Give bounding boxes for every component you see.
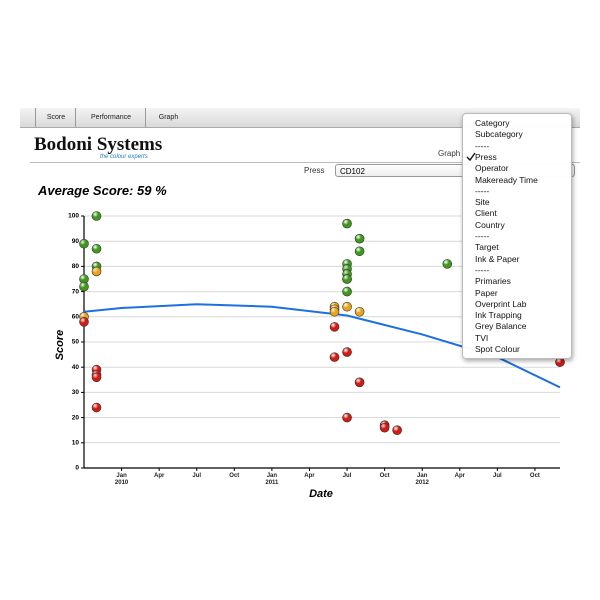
data-point: [91, 372, 102, 383]
data-point: [354, 246, 365, 257]
y-tick-label: 90: [72, 238, 80, 245]
press-label: Press: [304, 166, 325, 175]
menu-item[interactable]: -----: [475, 185, 490, 196]
menu-item[interactable]: Target: [475, 242, 499, 253]
menu-item[interactable]: Ink & Paper: [475, 253, 520, 264]
graph-label: Graph: [438, 149, 461, 158]
data-point: [79, 317, 89, 327]
y-tick-label: 20: [72, 414, 80, 421]
menu-item[interactable]: Site: [475, 197, 490, 208]
x-tick-label: Jul: [493, 473, 502, 479]
data-point: [354, 377, 365, 388]
tab[interactable]: Score: [35, 108, 76, 127]
tab[interactable]: Performance: [75, 108, 146, 127]
data-point: [392, 425, 402, 436]
data-point: [342, 286, 352, 297]
x-tick-label: Apr: [454, 473, 465, 479]
data-point: [555, 357, 565, 367]
data-point: [329, 322, 340, 332]
tab-bar: Score Performance Graph: [20, 108, 580, 128]
y-tick-label: 100: [68, 213, 79, 220]
x-tick-label: Oct: [529, 473, 540, 479]
data-point: [91, 243, 102, 254]
x-tick-label: Jan 2012: [415, 473, 429, 486]
y-tick-label: 0: [75, 465, 79, 472]
x-tick-label: Jul: [192, 473, 202, 479]
chart-title: Average Score: 59 %: [38, 183, 167, 198]
menu-item[interactable]: Operator: [475, 163, 509, 174]
tab[interactable]: Graph: [145, 108, 191, 127]
x-tick-label: Apr: [304, 473, 315, 479]
data-point: [91, 211, 102, 221]
logo: Bodoni Systems: [34, 134, 163, 155]
x-tick-label: Oct: [379, 473, 390, 479]
data-point: [354, 306, 365, 317]
menu-item[interactable]: Grey Balance: [475, 321, 527, 332]
data-point: [342, 274, 352, 284]
x-axis-label: Date: [309, 488, 333, 500]
menu-item[interactable]: Client: [475, 208, 497, 219]
y-axis-label: Score: [54, 330, 66, 361]
menu-item[interactable]: -----: [475, 264, 490, 275]
menu-item[interactable]: Category: [475, 118, 510, 128]
menu-item[interactable]: -----: [475, 231, 490, 241]
data-point: [342, 301, 352, 312]
menu-item[interactable]: TVI: [475, 332, 489, 343]
x-tick-label: Jan 2011: [265, 473, 279, 486]
data-point: [342, 218, 352, 229]
divider: [30, 162, 580, 163]
menu-item[interactable]: Press: [475, 151, 497, 162]
menu-item[interactable]: Country: [475, 219, 505, 230]
x-tick-label: Oct: [229, 473, 240, 479]
data-point: [79, 238, 89, 249]
menu-item[interactable]: Spot Colour: [475, 344, 520, 354]
logo-tagline: the colour experts: [100, 154, 148, 160]
y-tick-label: 80: [72, 263, 80, 270]
y-tick-label: 10: [72, 440, 80, 447]
y-tick-label: 50: [72, 339, 80, 346]
check-mark: [466, 152, 476, 162]
y-tick-label: 40: [72, 364, 80, 371]
data-point: [91, 402, 102, 413]
x-tick-label: Jul: [342, 473, 352, 479]
data-point: [79, 281, 89, 292]
x-tick-label: Apr: [153, 473, 165, 479]
menu-item[interactable]: Primaries: [475, 276, 511, 287]
menu-item[interactable]: Subcategory: [475, 129, 523, 140]
data-point: [342, 412, 352, 423]
menu-item[interactable]: Ink Trapping: [475, 310, 522, 321]
y-tick-label: 30: [72, 389, 80, 396]
data-point: [354, 233, 365, 244]
data-point: [91, 266, 102, 277]
data-point: [442, 259, 453, 269]
menu-item[interactable]: Paper: [475, 287, 498, 298]
menu-item[interactable]: Makeready Time: [475, 174, 538, 185]
data-point: [329, 352, 340, 362]
menu-item[interactable]: Overprint Lab: [475, 298, 527, 309]
x-tick-label: Jan 2010: [114, 473, 129, 486]
y-tick-label: 70: [72, 288, 80, 295]
data-point: [342, 347, 352, 357]
data-point: [329, 306, 340, 317]
y-tick-label: 60: [72, 314, 80, 321]
data-point: [379, 422, 390, 433]
menu-item[interactable]: -----: [475, 140, 490, 151]
dropdown-menu: Category Subcategory ----- Press Operator Mak…: [462, 113, 572, 359]
